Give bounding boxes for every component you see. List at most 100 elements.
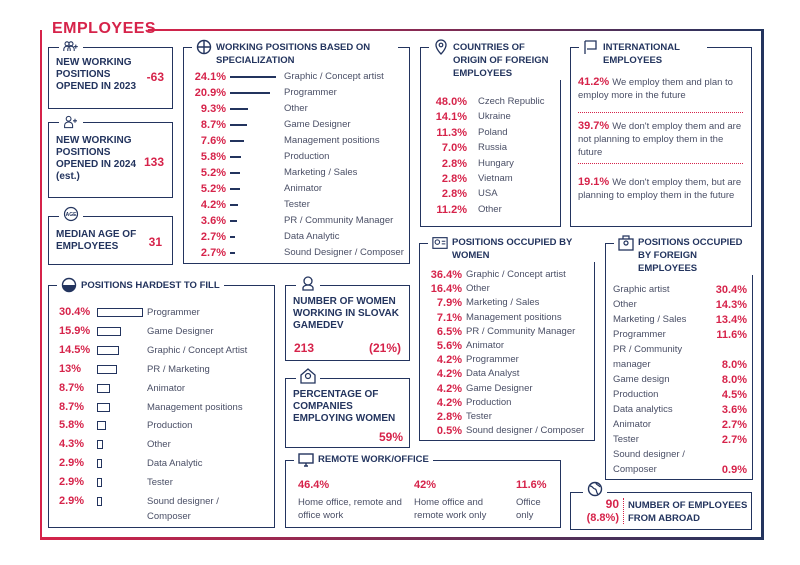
label: Ukraine [478,111,511,123]
hardest-card: POSITIONS HARDEST TO FILL 30.4% Programme… [48,277,275,528]
bar-track [97,305,147,317]
list-item: Marketing / Sales 13.4% [613,312,747,327]
label: Sound designer / Composer [613,449,685,475]
label: Data analytics [613,404,673,415]
specialization-card: WORKING POSITIONS BASED ON SPECIALIZATIO… [183,39,410,264]
bar-track [97,381,147,393]
bar [97,459,102,469]
bar-track [97,494,147,506]
percentage: 5.2% [200,183,226,195]
label: Vietnam [478,173,513,184]
percentage: 0.9% [721,464,747,476]
abroad-label: NUMBER OF EMPLOYEES FROM ABROAD [628,500,748,524]
percentage: 5.8% [200,151,226,163]
label: Tester [613,434,639,445]
woman-icon [296,275,320,291]
women-count-share: (21%) [368,341,401,355]
percentage: 0.5% [436,425,462,438]
percentage: 7.6% [200,135,226,147]
list-item: 13% PR / Marketing [49,362,210,377]
international-header: INTERNATIONAL EMPLOYEES [579,39,707,67]
label: Home office and remote work only [414,497,487,521]
bar [230,140,245,142]
abroad-share: (8.8%) [586,512,619,524]
bar [230,172,240,174]
list-item: Production 4.5% [613,387,747,402]
label: Russia [478,142,508,154]
list-item: 5.2% Marketing / Sales [184,166,357,180]
percentage: 11.3% [436,126,467,139]
percentage: 19.1% [578,176,610,188]
list-item: 8.7% Management positions [49,400,243,415]
list-item: 11.2% Other [421,203,502,217]
percentage: 20.9% [194,87,226,99]
label: Game Designer [466,382,533,394]
label: Production [466,396,512,408]
bar-track [230,252,282,254]
bar [97,364,117,374]
label: Other [478,203,502,215]
list-item: Other 14.3% [613,297,747,312]
percentage: 13.4% [715,314,747,326]
list-item: 7.9% Marketing / Sales [420,296,539,310]
bar-track [97,437,147,450]
label: USA [478,188,498,200]
bar-track [230,92,282,94]
label: Programmer [613,329,666,340]
list-item: 20.9% Programmer [184,86,337,100]
women-companies-card: PERCENTAGE OF COMPANIES EMPLOYING WOMEN … [285,368,410,448]
text: We don't employ them and are not plannin… [578,121,742,158]
page-title: EMPLOYEES [52,20,157,37]
label: Data Analytic [147,458,203,470]
bar [97,345,119,355]
list-item: 41.2% We employ them and plan to employ m… [578,76,748,102]
percentage: 14.1% [435,111,467,124]
label: Graphic / Concept artist [466,269,566,280]
woman-house-icon [296,368,320,384]
remote-header: REMOTE WORK/OFFICE [294,452,433,468]
list-item: 2.7% Data Analytic [184,230,340,244]
percentage: 5.8% [59,419,85,432]
svg-text:AGE: AGE [66,212,78,218]
list-item: 4.3% Other [49,437,171,452]
list-item: 9.3% Other [184,102,308,116]
percentage: 7.1% [436,311,462,324]
label: Animator [284,183,323,194]
bar-track [230,140,282,142]
bar [230,220,237,222]
percentage: 2.7% [200,247,226,259]
list-item: 8.7% Game Designer [184,118,351,132]
bar-track [97,324,147,336]
new-2024-value: 133 [143,155,164,169]
percentage: 4.2% [200,199,226,211]
women-positions-title: POSITIONS OCCUPIED BY WOMEN [452,237,573,261]
list-item: 19.1% We don't employ them, but are plann… [578,176,748,202]
percentage: 42% [414,479,437,491]
list-item: Animator 2.7% [613,417,747,432]
percentage: 8.7% [59,381,85,394]
label: Animator [147,382,186,394]
percentage: 4.5% [721,389,747,401]
foreign-positions-card: POSITIONS OCCUPIED BY FOREIGN EMPLOYEES … [605,235,756,480]
list-item: 24.1% Graphic / Concept artist [184,70,384,84]
women-count-label: NUMBER OF WOMEN WORKING IN SLOVAK GAMEDE… [293,296,399,331]
list-item: 14.1% Ukraine [421,110,511,124]
list-item: 5.8% Production [49,418,192,433]
bar [97,383,111,393]
frame-bottom [40,537,764,540]
label: Programmer [466,354,519,366]
women-companies-label: PERCENTAGE OF COMPANIES EMPLOYING WOMEN [293,389,396,424]
bar-track [230,236,282,238]
specialization-header: WORKING POSITIONS BASED ON SPECIALIZATIO… [192,39,398,67]
label: Production [613,389,659,400]
percentage: 30.4% [59,306,91,318]
percentage: 8.0% [721,359,747,371]
new-positions-2023-card: NEW WORKING POSITIONS OPENED IN 2023 -63 [48,39,173,109]
percentage: 2.8% [441,173,467,185]
bar-track [230,124,282,126]
percentage: 3.6% [200,215,226,227]
percentage: 2.8% [436,411,462,423]
label: Sound designer / Composer [147,496,219,522]
percentage: 2.7% [721,434,747,446]
list-item: 2.9% Tester [49,475,173,490]
